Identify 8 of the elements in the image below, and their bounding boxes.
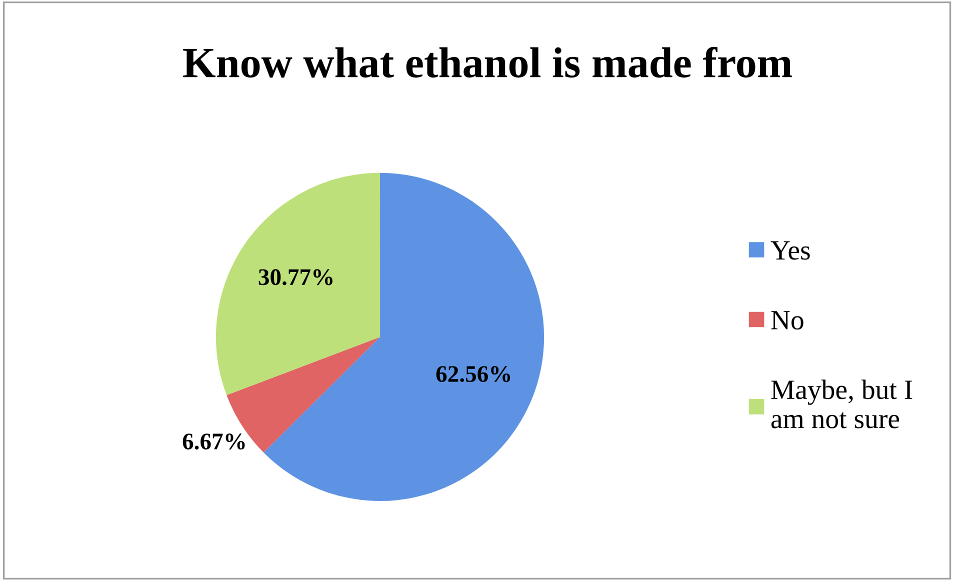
data-label: 6.67% xyxy=(182,434,245,450)
data-label: 62.56% xyxy=(436,366,510,382)
pie-slice xyxy=(216,172,380,396)
chart-title: Know what ethanol is made from xyxy=(183,46,792,78)
legend-label: No xyxy=(771,311,804,330)
legend-label: Maybe, but I am not sure xyxy=(771,380,912,428)
legend-label: Yes xyxy=(770,241,810,260)
data-label: 30.77% xyxy=(258,269,332,286)
